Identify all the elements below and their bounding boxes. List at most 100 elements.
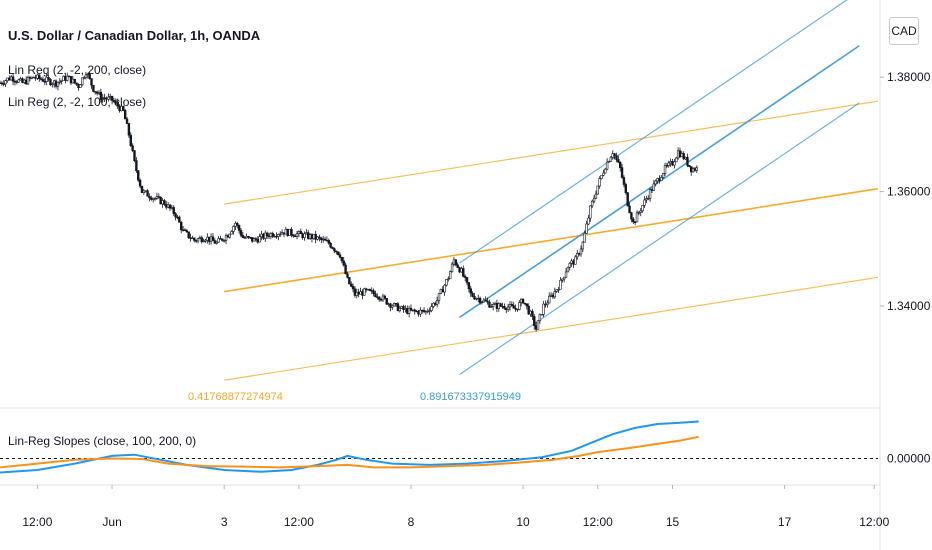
candlestick bbox=[230, 230, 233, 235]
candlestick bbox=[92, 85, 95, 93]
candlestick bbox=[250, 237, 254, 243]
candlestick bbox=[333, 247, 336, 253]
candlestick bbox=[409, 304, 413, 312]
candlestick bbox=[88, 71, 91, 80]
candlestick bbox=[209, 233, 213, 245]
time-tick-label: 3 bbox=[221, 515, 228, 529]
candlestick bbox=[391, 304, 394, 311]
candlestick bbox=[307, 229, 310, 240]
candlestick bbox=[234, 221, 237, 231]
legend-lin-reg-100[interactable]: Lin Reg (2, -2, 100, close) bbox=[8, 95, 146, 109]
time-tick-label: 12:00 bbox=[284, 515, 314, 529]
time-tick-label: 17 bbox=[778, 515, 792, 529]
candlestick bbox=[6, 77, 9, 83]
currency-button[interactable]: CAD bbox=[889, 17, 919, 45]
candlestick bbox=[299, 228, 302, 234]
candlestick bbox=[0, 81, 4, 86]
candlestick bbox=[215, 240, 218, 245]
candlestick bbox=[660, 175, 663, 182]
candlestick bbox=[133, 149, 136, 163]
candlestick bbox=[654, 179, 657, 187]
candlestick bbox=[346, 271, 349, 279]
candlestick bbox=[404, 305, 407, 313]
candlestick bbox=[321, 235, 325, 243]
candlestick bbox=[630, 211, 633, 223]
candlestick bbox=[69, 76, 73, 86]
candlestick bbox=[647, 195, 650, 201]
time-axis: 12:00 Jun 3 12:00 8 10 12:00 15 17 12:00 bbox=[22, 485, 890, 529]
candlestick bbox=[286, 228, 289, 237]
candlestick bbox=[383, 294, 387, 300]
candlestick bbox=[99, 88, 103, 103]
candlestick bbox=[561, 278, 564, 283]
candlestick bbox=[497, 302, 500, 312]
candlestick bbox=[604, 167, 607, 174]
candlestick bbox=[482, 298, 486, 303]
candlestick bbox=[663, 162, 667, 176]
candlestick bbox=[213, 238, 217, 244]
candlestick bbox=[301, 232, 304, 240]
candlestick bbox=[673, 159, 676, 169]
candlestick bbox=[678, 147, 682, 158]
candlestick bbox=[47, 74, 50, 82]
candlestick bbox=[671, 158, 674, 167]
candlestick bbox=[56, 82, 60, 91]
candlestick bbox=[424, 310, 428, 315]
candlestick bbox=[329, 241, 332, 249]
legend-lin-reg-200[interactable]: Lin Reg (2, -2, 200, close) bbox=[8, 63, 146, 77]
candlestick bbox=[368, 288, 372, 292]
candlestick bbox=[639, 207, 642, 217]
candlestick bbox=[260, 230, 263, 241]
candlestick bbox=[432, 302, 435, 309]
candlestick bbox=[264, 230, 267, 242]
candlestick bbox=[52, 79, 56, 88]
candlestick bbox=[441, 286, 444, 293]
candlestick bbox=[280, 229, 284, 235]
candlestick bbox=[161, 198, 164, 208]
candlestick bbox=[426, 308, 429, 314]
time-tick-label: 8 bbox=[408, 515, 415, 529]
candlestick bbox=[605, 158, 609, 171]
candlestick bbox=[361, 289, 364, 300]
candlestick bbox=[688, 165, 691, 168]
candlestick bbox=[336, 251, 340, 256]
candlestick bbox=[695, 165, 698, 174]
candlestick bbox=[529, 309, 532, 317]
candlestick bbox=[518, 300, 521, 311]
candlestick bbox=[615, 152, 618, 163]
candlestick bbox=[73, 78, 76, 85]
candlestick bbox=[574, 255, 577, 265]
candlestick bbox=[458, 266, 461, 274]
candlestick bbox=[434, 301, 437, 307]
candlestick bbox=[420, 309, 424, 314]
candlestick bbox=[505, 307, 508, 314]
candlestick bbox=[562, 276, 566, 283]
candlestick bbox=[41, 76, 45, 82]
candlestick bbox=[652, 180, 656, 191]
candlestick bbox=[80, 77, 84, 87]
regression-100-upper-line bbox=[459, 0, 848, 264]
candlestick bbox=[460, 266, 463, 273]
candlestick bbox=[275, 232, 278, 239]
candlestick bbox=[557, 286, 560, 293]
candlestick bbox=[237, 224, 241, 234]
candlestick bbox=[49, 78, 52, 87]
candlestick bbox=[38, 73, 41, 83]
candlestick bbox=[531, 309, 534, 320]
candlestick bbox=[546, 299, 549, 308]
candlestick bbox=[643, 196, 646, 208]
candlestick bbox=[456, 262, 459, 269]
candlestick bbox=[402, 304, 405, 313]
candlestick bbox=[577, 252, 581, 257]
candlestick bbox=[90, 78, 93, 89]
candlestick bbox=[267, 232, 271, 240]
oscillator-tick-label: 0.00000 bbox=[887, 451, 931, 465]
candlestick bbox=[454, 258, 458, 267]
candlestick bbox=[486, 297, 489, 305]
candlestick bbox=[396, 301, 400, 312]
main-pane bbox=[0, 0, 879, 381]
time-tick-label: Jun bbox=[102, 515, 121, 529]
candlestick bbox=[540, 314, 543, 316]
regression-200-upper-line bbox=[224, 100, 879, 205]
candlestick bbox=[637, 210, 641, 216]
